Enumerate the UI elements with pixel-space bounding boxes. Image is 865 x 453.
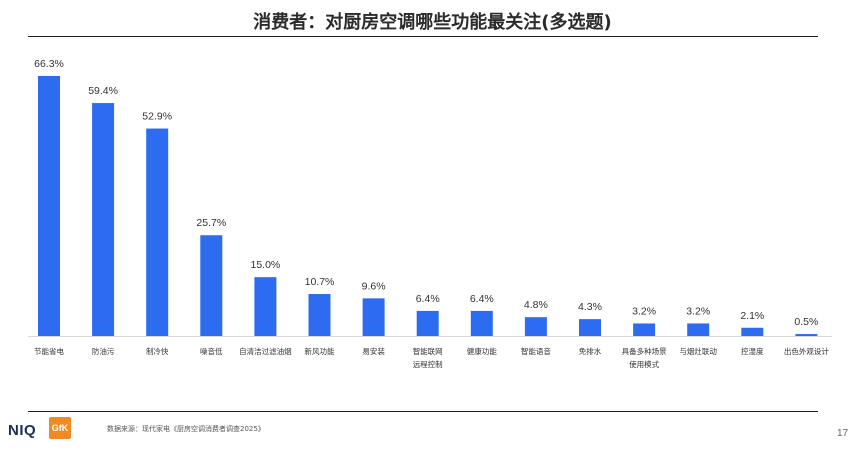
bar-value-label: 3.2% xyxy=(686,305,710,317)
niq-logo: NIQ xyxy=(8,422,37,439)
category-label: 噪音低 xyxy=(200,346,223,356)
category-label: 出色外观设计 xyxy=(784,346,829,356)
category-label: 具备多种场景使用模式 xyxy=(622,346,667,369)
category-label: 免排水 xyxy=(579,346,602,356)
bar xyxy=(687,323,710,336)
bar xyxy=(38,76,60,336)
bar-chart: 66.3% 节能省电 59.4% 防油污 52.9% 制冷快 25.7% 噪音低 15.0% 自清… xyxy=(28,58,832,369)
bar xyxy=(362,298,385,336)
title-divider xyxy=(28,36,818,37)
bar xyxy=(795,334,818,336)
category-label: 与烟灶联动 xyxy=(679,346,717,356)
bar-value-label: 3.2% xyxy=(632,305,656,317)
category-label: 易安装 xyxy=(362,346,385,356)
bar-value-label: 15.0% xyxy=(251,259,281,271)
bar xyxy=(416,310,439,336)
bar-value-label: 25.7% xyxy=(196,217,226,229)
category-label: 健康功能 xyxy=(467,346,497,356)
bar-value-label: 59.4% xyxy=(88,85,118,97)
footer-divider xyxy=(28,411,818,412)
bar xyxy=(92,103,115,336)
category-label: 新风功能 xyxy=(305,346,335,356)
bar xyxy=(200,235,223,336)
bar-value-label: 6.4% xyxy=(416,293,440,305)
bar xyxy=(146,128,169,336)
bar-value-label: 6.4% xyxy=(470,293,494,305)
gfk-logo: GfK xyxy=(49,417,71,439)
bar xyxy=(524,317,547,336)
category-label: 节能省电 xyxy=(34,346,64,356)
page-title: 消费者：对厨房空调哪些功能最关注(多选题) xyxy=(253,12,612,33)
bar xyxy=(633,323,656,336)
category-label: 智能联网远程控制 xyxy=(413,346,443,369)
bar-value-label: 4.3% xyxy=(578,301,602,313)
bar xyxy=(741,327,764,336)
bar xyxy=(308,294,331,336)
category-label: 控湿度 xyxy=(741,346,764,356)
bar-value-label: 4.8% xyxy=(524,299,548,311)
page-number: 17 xyxy=(837,428,849,439)
category-label: 制冷快 xyxy=(146,346,169,356)
bar xyxy=(470,310,493,336)
data-source: 数据来源：现代家电《厨房空调消费者调查2025》 xyxy=(107,425,265,433)
bar-value-label: 2.1% xyxy=(740,310,764,322)
bar-value-label: 52.9% xyxy=(142,111,172,123)
bar-value-label: 0.5% xyxy=(794,316,818,328)
category-label: 自清洁过滤油烟 xyxy=(239,346,292,356)
bar-value-label: 10.7% xyxy=(305,276,335,288)
bar-value-label: 66.3% xyxy=(34,58,64,70)
category-label: 防油污 xyxy=(92,346,115,356)
bar-value-label: 9.6% xyxy=(362,280,386,292)
bar xyxy=(579,319,601,336)
bar xyxy=(254,277,277,336)
category-label: 智能语音 xyxy=(521,346,551,356)
